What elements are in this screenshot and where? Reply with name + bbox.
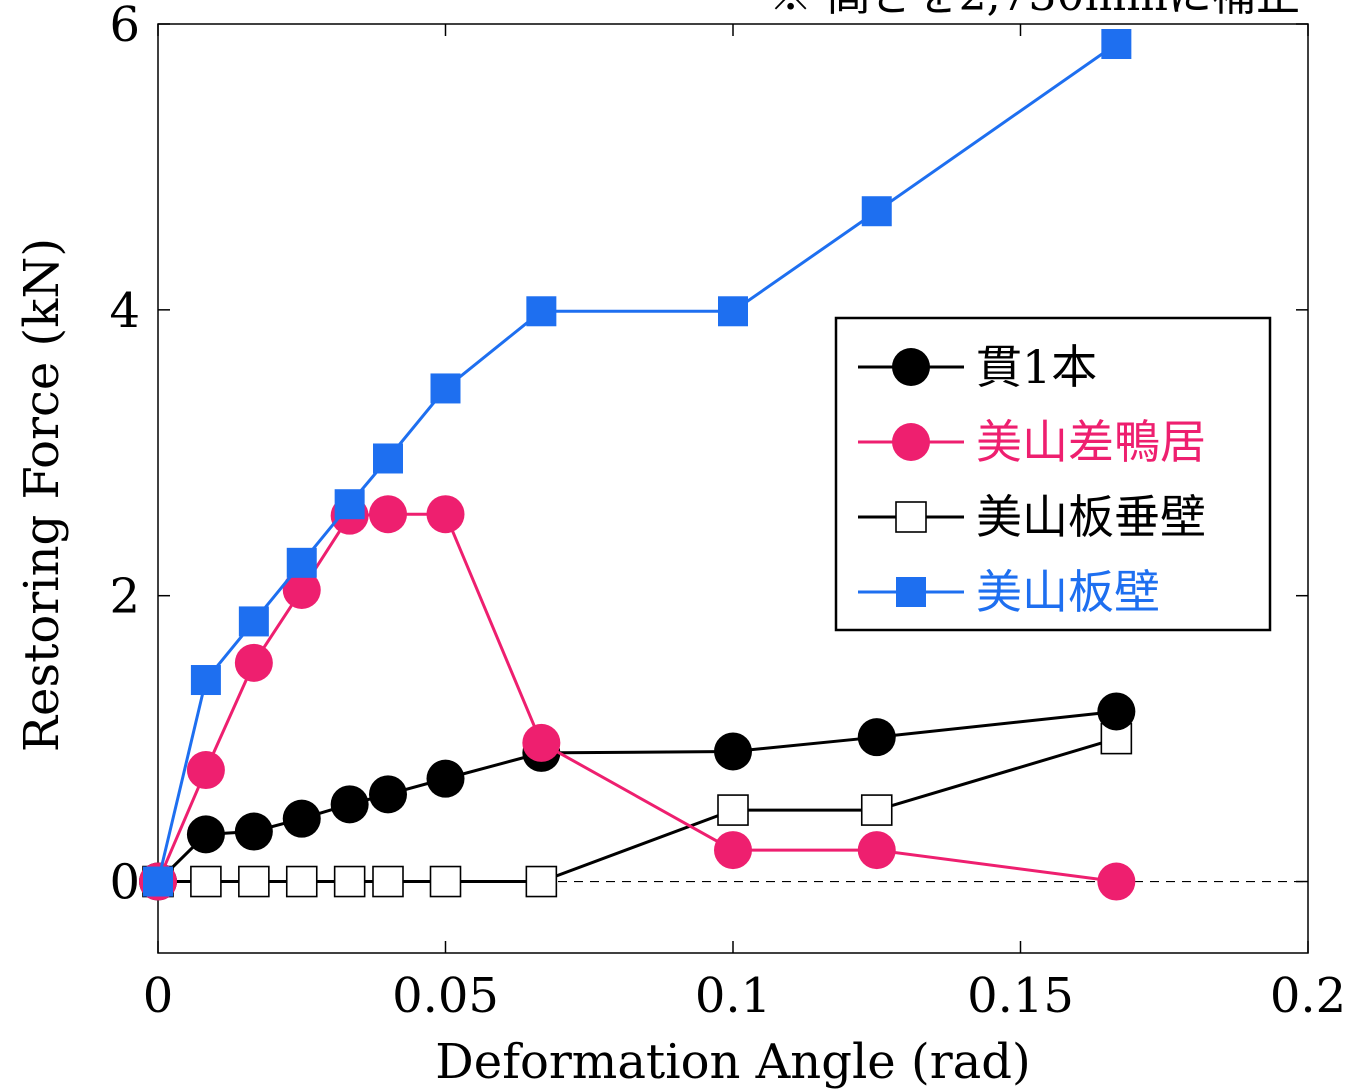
data-point	[426, 495, 465, 534]
legend-marker	[896, 577, 926, 607]
y-tick-label: 0	[109, 855, 140, 911]
series-1	[139, 692, 1136, 901]
legend-marker	[892, 348, 930, 386]
data-point	[282, 570, 321, 609]
x-tick-label: 0.05	[392, 968, 499, 1024]
data-point	[190, 865, 222, 898]
legend-entry: 美山板壁	[858, 565, 1160, 619]
legend-label: 美山差鴨居	[976, 415, 1206, 469]
data-point	[333, 865, 366, 898]
y-tick-label: 2	[109, 569, 140, 625]
legend-entry: 美山板垂壁	[858, 490, 1206, 544]
data-point	[857, 718, 896, 757]
data-point	[429, 865, 462, 898]
data-point	[186, 751, 225, 790]
legend-entry: 貫1本	[858, 340, 1097, 394]
data-point	[238, 865, 270, 898]
y-tick-label: 4	[109, 283, 140, 339]
plot-area: 0 0.05 0.1 0.15 0.2 0 2 4 6	[109, 0, 1346, 1024]
data-point	[286, 547, 317, 578]
data-point	[861, 196, 892, 227]
x-tick-label: 0.15	[967, 968, 1074, 1024]
data-point	[1097, 692, 1136, 731]
legend-entry: 美山差鴨居	[858, 415, 1206, 469]
data-point	[526, 296, 557, 327]
data-point	[714, 831, 752, 870]
legend-marker	[892, 423, 930, 461]
x-tick-label: 0.1	[695, 968, 771, 1024]
data-point	[714, 732, 752, 771]
series-3	[142, 722, 1133, 898]
data-point	[1097, 862, 1136, 901]
data-point	[430, 373, 461, 404]
chart-note: ※ 高さを2,730mmに補正	[769, 0, 1300, 21]
data-point	[373, 443, 403, 474]
data-point	[334, 489, 365, 520]
data-point	[234, 643, 273, 682]
data-point	[186, 815, 225, 854]
y-tick-label: 6	[109, 0, 140, 53]
data-point	[234, 812, 273, 851]
data-point	[522, 723, 561, 762]
data-point	[282, 799, 321, 838]
data-point	[857, 831, 896, 870]
data-point	[1101, 29, 1132, 60]
legend-marker	[895, 501, 927, 533]
data-point	[190, 665, 221, 696]
legend-label: 美山板垂壁	[976, 490, 1206, 544]
data-point	[426, 759, 465, 798]
data-point	[238, 606, 269, 637]
data-point	[369, 495, 407, 534]
data-point	[525, 865, 558, 898]
series-4	[143, 29, 1132, 897]
data-point	[369, 775, 407, 814]
data-point	[372, 865, 404, 898]
data-point	[860, 794, 893, 826]
x-tick-label: 0.2	[1270, 968, 1346, 1024]
x-tick-label: 0	[143, 968, 174, 1024]
data-point	[285, 865, 318, 898]
data-point	[718, 296, 748, 327]
data-point	[717, 794, 749, 826]
data-point	[143, 866, 173, 897]
y-axis-label: Restoring Force (kN)	[14, 238, 70, 752]
legend-label: 美山板壁	[976, 565, 1160, 619]
legend-label: 貫1本	[976, 340, 1097, 394]
data-point	[330, 785, 369, 824]
x-axis-label: Deformation Angle (rad)	[435, 1034, 1030, 1090]
